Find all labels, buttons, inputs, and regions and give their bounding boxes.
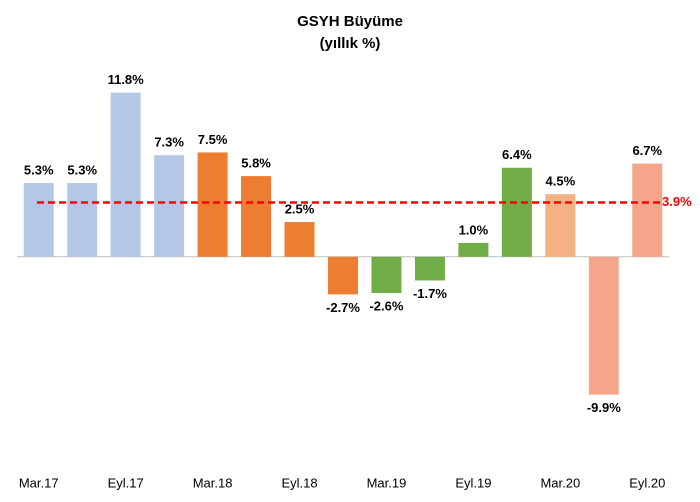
bar xyxy=(67,183,98,257)
bar xyxy=(241,176,272,257)
bar xyxy=(284,222,315,257)
bar xyxy=(458,242,489,257)
value-label: 5.8% xyxy=(241,156,271,171)
x-tick-label: Eyl.20 xyxy=(629,475,665,490)
value-label: -9.9% xyxy=(587,400,621,415)
x-tick-label: Mar.18 xyxy=(193,475,233,490)
value-label: 5.3% xyxy=(24,162,54,177)
chart-title: GSYH Büyüme xyxy=(297,13,403,30)
bar xyxy=(197,152,228,257)
x-tick-label: Mar.20 xyxy=(540,475,580,490)
x-tick-label: Eyl.17 xyxy=(108,475,144,490)
value-label: -2.7% xyxy=(326,300,360,315)
chart-subtitle: (yıllık %) xyxy=(320,35,381,52)
value-label: 2.5% xyxy=(285,201,315,216)
value-label: 5.3% xyxy=(67,162,97,177)
value-label: 6.7% xyxy=(632,143,662,158)
value-label: -2.6% xyxy=(369,298,403,313)
x-tick-label: Mar.19 xyxy=(367,475,407,490)
bar xyxy=(545,194,576,257)
reference-label: 3.9% xyxy=(662,194,692,209)
value-label: 7.5% xyxy=(198,132,228,147)
bar xyxy=(501,167,532,257)
value-label: -1.7% xyxy=(413,286,447,301)
value-label: 4.5% xyxy=(546,174,576,189)
value-label: 11.8% xyxy=(108,72,145,87)
bar xyxy=(588,256,619,395)
bar xyxy=(23,183,54,257)
bar xyxy=(154,155,185,257)
bar xyxy=(328,256,358,295)
value-label: 6.4% xyxy=(502,147,532,162)
x-tick-label: Eyl.18 xyxy=(281,475,317,490)
x-tick-label: Eyl.19 xyxy=(455,475,491,490)
value-label: 1.0% xyxy=(459,222,489,237)
bar xyxy=(371,256,402,293)
bar xyxy=(110,92,141,257)
value-label: 7.3% xyxy=(154,135,184,150)
bar xyxy=(632,163,663,257)
x-tick-label: Mar.17 xyxy=(19,475,59,490)
bar xyxy=(414,256,445,281)
